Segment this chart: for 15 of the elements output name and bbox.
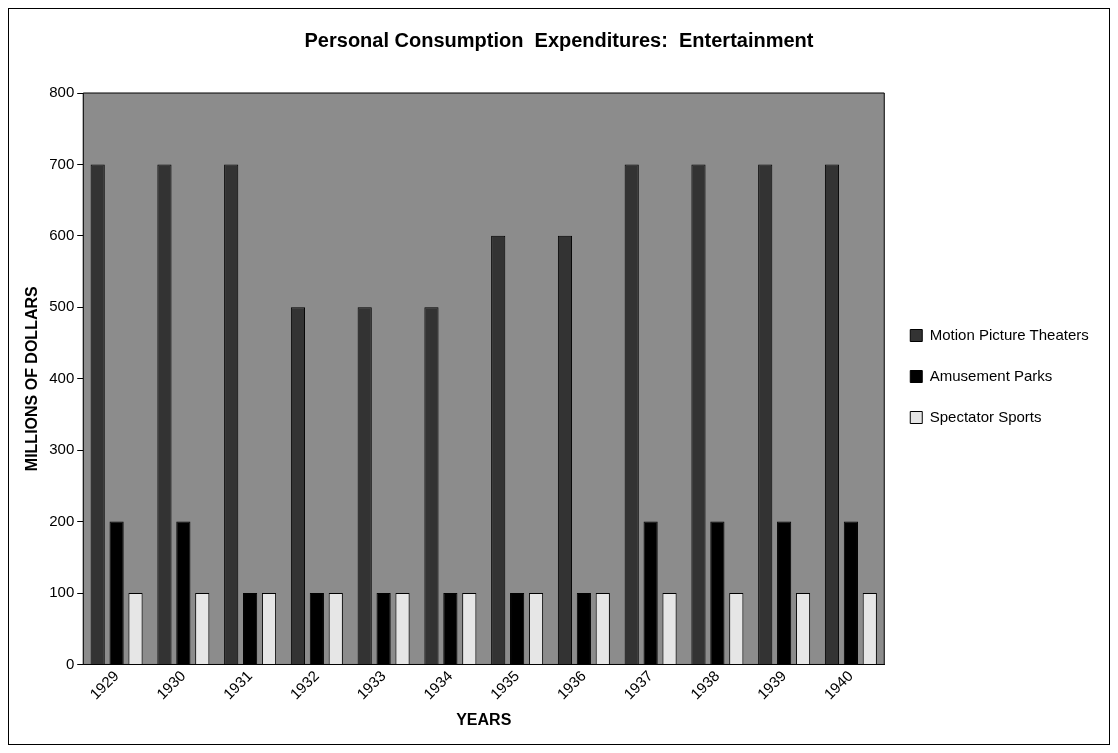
- y-tick-label: 600: [49, 226, 75, 244]
- y-tick-label: 300: [49, 440, 75, 458]
- y-tick-label: 800: [49, 83, 75, 101]
- chart-title: Personal Consumption Expenditures: Entertainment: [304, 28, 814, 51]
- y-tick-label: 0: [65, 654, 75, 672]
- x-axis-title: YEARS: [456, 710, 512, 728]
- y-tick-label: 700: [49, 154, 75, 172]
- legend-label: Motion Picture Theaters: [929, 325, 1089, 343]
- y-tick-label: 100: [49, 583, 75, 601]
- legend-label: Amusement Parks: [929, 366, 1053, 384]
- y-tick-label: 200: [49, 511, 75, 529]
- y-axis-title: MILLIONS OF DOLLARS: [23, 285, 41, 472]
- y-tick-label: 400: [49, 368, 75, 386]
- legend-label: Spectator Sports: [929, 407, 1042, 425]
- y-tick-label: 500: [49, 297, 75, 315]
